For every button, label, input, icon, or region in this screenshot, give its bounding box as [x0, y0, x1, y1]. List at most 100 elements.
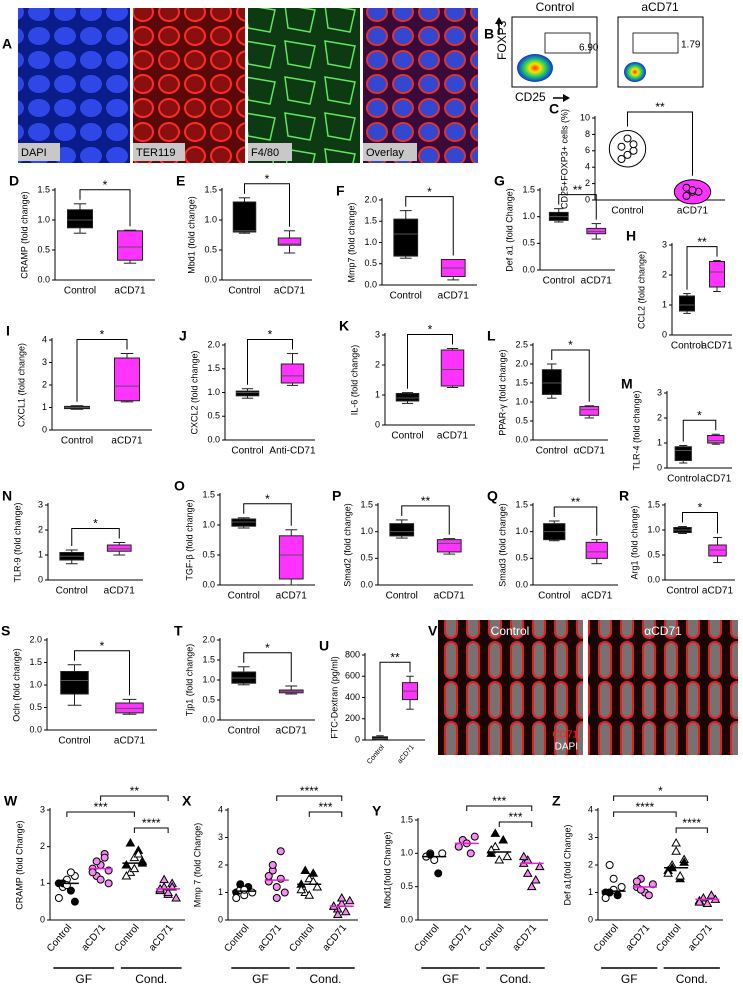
- point: [623, 134, 632, 143]
- y-tick-label: 3: [38, 499, 43, 509]
- point: [66, 868, 75, 877]
- panel-letter: J: [179, 328, 187, 344]
- y-tick-label: 2: [40, 841, 45, 851]
- x-tick-label: Control: [391, 431, 423, 442]
- y-tick-label: 1: [662, 299, 667, 309]
- y-tick-label: 1: [657, 437, 662, 447]
- box: [231, 518, 257, 527]
- y-axis-title: Smad3 (fold change): [497, 503, 507, 587]
- point: [694, 897, 705, 906]
- box: [585, 541, 608, 559]
- x-tick-label: aCD71: [511, 922, 540, 953]
- y-tick-label: 0: [38, 574, 43, 584]
- y-axis-title: TGF-β (fold change): [184, 499, 194, 580]
- gate: [544, 32, 591, 54]
- box: [235, 390, 260, 397]
- y-tick-label: 1: [588, 887, 593, 897]
- point: [494, 854, 505, 864]
- box: [436, 539, 462, 553]
- point: [609, 874, 618, 883]
- y-axis-title: TLR-4 (fold change): [631, 390, 641, 470]
- y-tick-label: 2: [588, 859, 593, 869]
- significance-label: ****: [682, 816, 701, 830]
- y-tick-label: 2.0: [207, 339, 220, 349]
- point: [454, 842, 463, 851]
- point: [121, 859, 132, 869]
- x-tick-label: Control: [477, 923, 506, 955]
- point: [702, 898, 713, 907]
- x-tick-label: Control: [538, 591, 570, 602]
- significance-label: *: [698, 501, 703, 515]
- point: [663, 868, 673, 877]
- y-tick-label: 2: [218, 859, 223, 869]
- significance-bracket: [498, 821, 533, 827]
- panel-letter: Q: [487, 488, 498, 504]
- point: [332, 909, 343, 918]
- x-tick-label: aCD71: [446, 922, 475, 953]
- y-tick-label: 0.5: [204, 244, 217, 254]
- point: [163, 887, 173, 896]
- y-tick-label: 0.0: [202, 579, 215, 589]
- panel-letter: B: [484, 26, 494, 42]
- y-tick-label: 1.5: [515, 499, 528, 509]
- y-tick-label: 1.0: [364, 237, 377, 247]
- significance-label: **: [390, 650, 400, 664]
- point: [518, 851, 529, 861]
- y-tick-label: 1.5: [360, 499, 373, 509]
- x-tick-label: Control: [228, 591, 260, 602]
- group-label: Cond.: [135, 972, 167, 986]
- stain-legend: CD71: [552, 730, 578, 741]
- y-axis-title: CXCL1 (fold change): [16, 343, 26, 427]
- box: [114, 357, 140, 402]
- x-tick-label: Control: [56, 586, 88, 597]
- x-tick-label: Control: [222, 923, 251, 955]
- panel-letter: Z: [552, 793, 561, 809]
- point: [304, 890, 315, 899]
- significance-label: **: [655, 100, 665, 114]
- y-tick-label: 3: [375, 329, 380, 339]
- y-tick-label: 2.0: [515, 358, 528, 368]
- significance-bracket: [613, 795, 708, 801]
- x-tick-label: Control: [536, 446, 568, 457]
- point: [70, 897, 79, 906]
- significance-label: **: [130, 784, 140, 798]
- y-tick-label: 2: [662, 269, 667, 279]
- group-label: Cond.: [309, 972, 341, 986]
- flow-axis-label: FOXP3: [495, 20, 509, 60]
- y-tick-label: 0: [375, 419, 380, 429]
- group-label: GF: [252, 972, 269, 986]
- panel-letter: G: [494, 173, 505, 189]
- x-tick-label: Control: [390, 291, 422, 302]
- y-tick-label: 0: [40, 914, 45, 924]
- axis: [47, 503, 143, 581]
- significance-bracket: [76, 339, 128, 402]
- point: [644, 891, 653, 900]
- x-tick-label: aCD71: [321, 922, 350, 953]
- significance-bracket: [405, 196, 454, 256]
- box: [60, 671, 89, 695]
- significance-bracket: [682, 419, 717, 442]
- y-tick-label: 0.5: [207, 411, 220, 421]
- point: [66, 886, 75, 895]
- y-tick-label: 1.0: [207, 387, 220, 397]
- y-tick-label: 1.5: [647, 499, 660, 509]
- micrograph: [438, 620, 583, 755]
- point: [104, 879, 113, 888]
- y-tick-label: 0.5: [522, 238, 535, 248]
- y-tick-label: 1: [42, 402, 47, 412]
- x-tick-label: Anti-CD71: [269, 446, 316, 457]
- x-tick-label: aCD71: [438, 291, 470, 302]
- image-label: Overlay: [366, 147, 404, 159]
- point: [300, 865, 311, 874]
- point: [671, 837, 681, 847]
- panel-letter: V: [428, 623, 438, 639]
- point: [617, 155, 626, 163]
- box: [389, 523, 415, 537]
- x-tick-label: aCD71: [677, 206, 709, 217]
- significance-bracket: [244, 183, 290, 227]
- significance-bracket: [553, 506, 598, 536]
- y-tick-label: 1.0: [37, 214, 50, 224]
- x-tick-label: aCD71: [276, 591, 308, 602]
- panel-letter: L: [487, 328, 496, 344]
